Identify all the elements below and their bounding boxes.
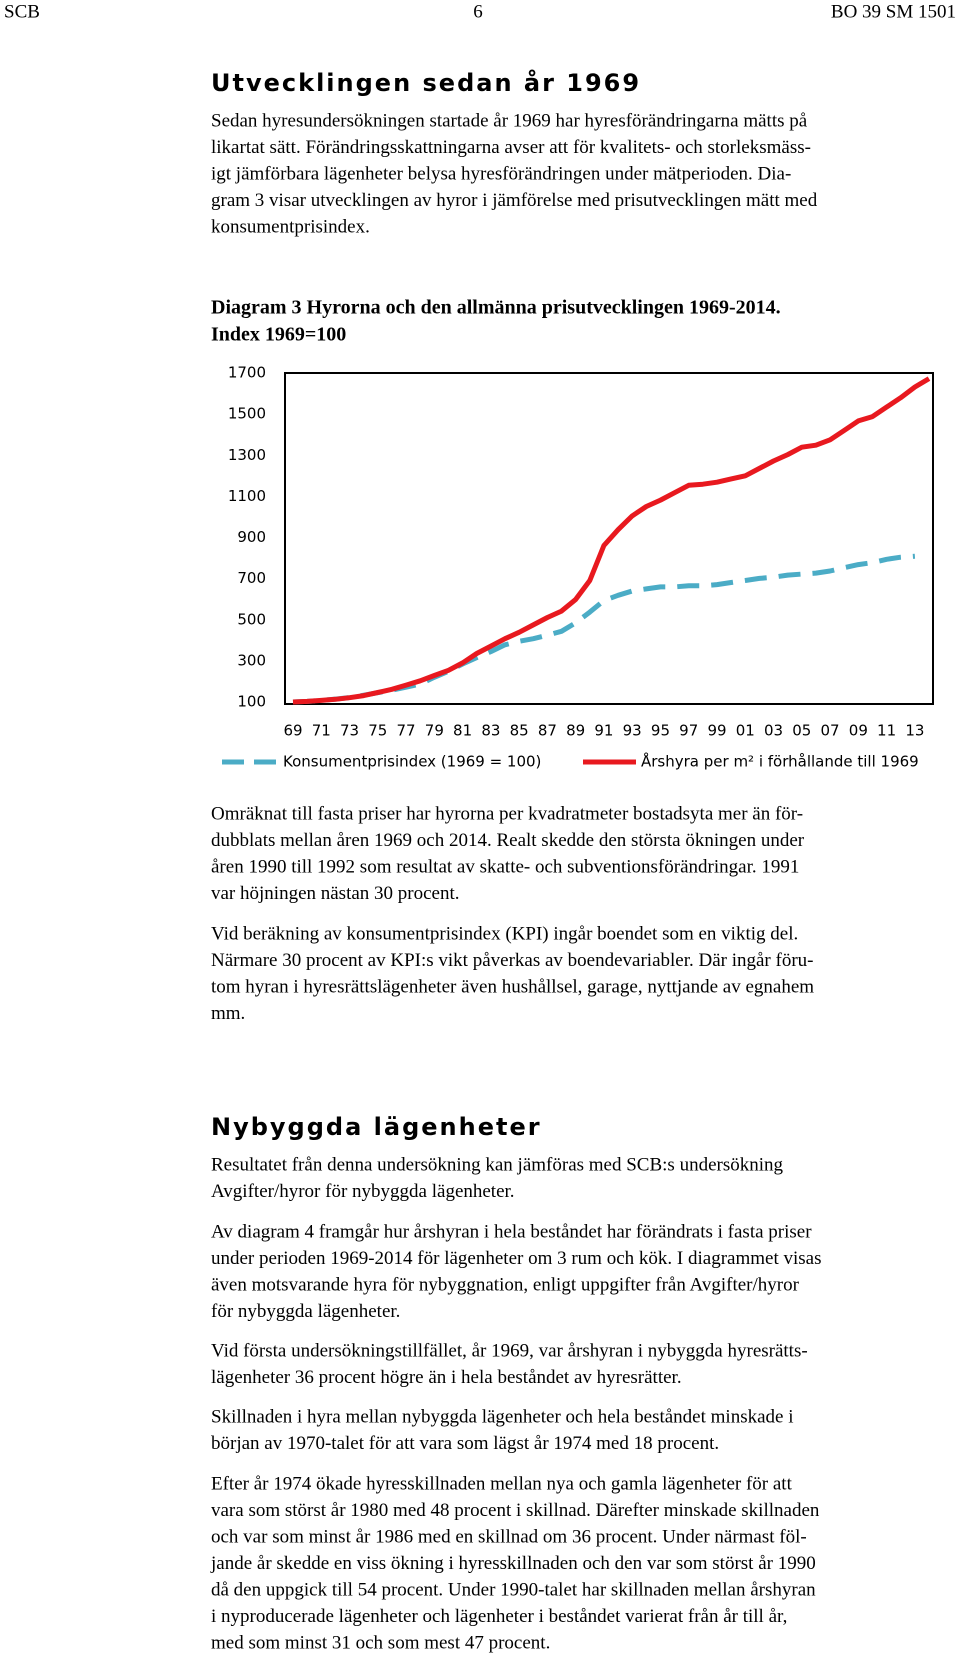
text-line: lägenheter 36 procent högre än i hela be… [211, 1367, 682, 1388]
x-tick-label: 81 [453, 722, 472, 740]
y-tick-label: 700 [237, 569, 266, 587]
y-tick-label: 1100 [228, 487, 266, 505]
text-line: Avgifter/hyror för nybyggda lägenheter. [211, 1181, 515, 1202]
section-heading: Nybyggda lägenheter [211, 1113, 542, 1141]
text-line: konsumentprisindex. [211, 216, 370, 237]
text-line: jande år skedde en viss ökning i hyressk… [210, 1553, 816, 1574]
text-line: var höjningen nästan 30 procent. [211, 883, 460, 904]
text-line: Efter år 1974 ökade hyresskillnaden mell… [211, 1473, 793, 1494]
header-left: SCB [4, 1, 40, 22]
y-tick-label: 100 [237, 693, 266, 711]
text-line: vara som störst år 1980 med 48 procent i… [211, 1500, 820, 1521]
x-tick-label: 95 [651, 722, 670, 740]
text-line: åren 1990 till 1992 som resultat av skat… [211, 856, 799, 877]
text-line: Av diagram 4 framgår hur årshyran i hela… [211, 1221, 812, 1242]
x-tick-label: 73 [340, 722, 359, 740]
x-tick-label: 79 [425, 722, 444, 740]
text-line: Sedan hyresundersökningen startade år 19… [211, 110, 808, 131]
text-line: igt jämförbara lägenheter belysa hyresfö… [211, 163, 791, 184]
text-line: Resultatet från denna undersökning kan j… [211, 1154, 784, 1175]
chart-title: Diagram 3 Hyrorna och den allmänna prisu… [211, 297, 781, 319]
x-tick-label: 97 [679, 722, 698, 740]
x-tick-label: 77 [397, 722, 416, 740]
y-tick-label: 1700 [228, 364, 266, 382]
x-tick-label: 71 [312, 722, 331, 740]
legend-label: Konsumentprisindex (1969 = 100) [283, 753, 541, 771]
text-line: tom hyran i hyresrättslägenheter även hu… [211, 976, 814, 997]
x-tick-label: 89 [566, 722, 585, 740]
x-tick-label: 09 [849, 722, 868, 740]
text-line: gram 3 visar utvecklingen av hyror i jäm… [211, 190, 818, 211]
text-line: för nybyggda lägenheter. [211, 1301, 400, 1322]
text-line: då den uppgick till 54 procent. Under 19… [211, 1579, 816, 1600]
y-tick-label: 1500 [228, 405, 266, 423]
text-line: början av 1970-talet för att vara som lä… [211, 1433, 719, 1454]
x-tick-label: 85 [510, 722, 529, 740]
x-tick-label: 83 [481, 722, 500, 740]
text-line: dubblats mellan åren 1969 och 2014. Real… [211, 830, 805, 851]
x-tick-label: 11 [877, 722, 896, 740]
x-tick-label: 13 [905, 722, 924, 740]
chart-subtitle: Index 1969=100 [211, 324, 346, 346]
y-tick-label: 300 [237, 651, 266, 669]
section-heading: Utvecklingen sedan år 1969 [211, 68, 641, 97]
data-line [292, 376, 931, 705]
x-tick-label: 99 [707, 722, 726, 740]
x-tick-label: 91 [594, 722, 613, 740]
legend-label: Årshyra per m² i förhållande till 1969 [641, 752, 919, 771]
text-line: även motsvarande hyra för nybyggnation, … [211, 1274, 800, 1295]
plot-frame [284, 372, 934, 705]
x-tick-label: 93 [623, 722, 642, 740]
x-tick-label: 87 [538, 722, 557, 740]
text-line: med som minst 31 och som mest 47 procent… [211, 1632, 550, 1653]
header-right: BO 39 SM 1501 [831, 1, 956, 22]
y-tick-label: 1300 [228, 446, 266, 464]
x-tick-label: 75 [368, 722, 387, 740]
text-line: Vid första undersökningstillfället, år 1… [211, 1340, 808, 1361]
text-line: Närmare 30 procent av KPI:s vikt påverka… [211, 950, 814, 971]
x-tick-label: 69 [283, 722, 302, 740]
y-tick-label: 900 [237, 528, 266, 546]
header-page: 6 [473, 1, 483, 22]
x-tick-label: 05 [792, 722, 811, 740]
text-line: Omräknat till fasta priser har hyrorna p… [211, 803, 803, 824]
x-tick-label: 03 [764, 722, 783, 740]
text-line: och var som minst år 1986 med en skillna… [211, 1526, 807, 1547]
text-line: mm. [211, 1003, 245, 1024]
x-tick-label: 01 [736, 722, 755, 740]
text-line: Skillnaden i hyra mellan nybyggda lägenh… [211, 1406, 794, 1427]
text-line: i nyproducerade lägenheter och lägenhete… [211, 1606, 787, 1627]
text-line: Vid beräkning av konsumentprisindex (KPI… [211, 923, 798, 944]
data-line [292, 553, 916, 705]
text-line: likartat sätt. Förändringsskattningarna … [211, 137, 811, 158]
x-tick-label: 07 [821, 722, 840, 740]
y-tick-label: 500 [237, 610, 266, 628]
text-line: under perioden 1969-2014 för lägenheter … [211, 1248, 821, 1269]
